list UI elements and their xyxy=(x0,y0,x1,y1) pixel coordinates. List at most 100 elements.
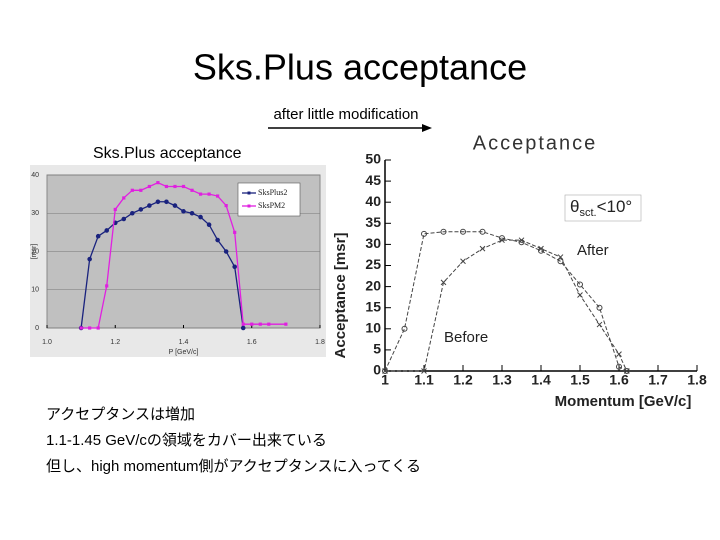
marker xyxy=(241,322,245,326)
marker xyxy=(623,368,630,374)
marker xyxy=(440,228,447,235)
marker xyxy=(206,222,212,228)
left-caption: Sks.Plus acceptance xyxy=(93,145,242,162)
x-tick-label: 1.1 xyxy=(414,372,434,388)
x-tick-label: 1.2 xyxy=(453,372,473,388)
marker xyxy=(207,192,211,196)
y-axis-label: Acceptance [msr] xyxy=(332,233,349,359)
y-tick-label: 40 xyxy=(31,172,39,179)
marker xyxy=(104,228,110,233)
x-tick-label: 1.7 xyxy=(648,372,668,388)
marker xyxy=(267,322,271,326)
x-tick-label: 1.6 xyxy=(609,372,629,388)
y-tick-label: 20 xyxy=(365,277,381,293)
marker xyxy=(95,233,101,239)
chart-title: Acceptance xyxy=(473,132,598,154)
marker xyxy=(557,254,564,260)
x-tick-label: 1.4 xyxy=(179,339,189,346)
marker xyxy=(382,368,388,374)
legend-label: SksPlus2 xyxy=(258,188,287,197)
marker xyxy=(79,326,83,330)
marker xyxy=(155,199,161,205)
marker xyxy=(499,237,505,244)
marker xyxy=(440,279,447,286)
marker xyxy=(258,322,262,326)
marker xyxy=(172,203,178,208)
slide-title: Sks.Plus acceptance xyxy=(193,47,527,88)
marker xyxy=(250,322,254,326)
annotation: θsct.<10° xyxy=(570,197,632,218)
marker xyxy=(147,184,151,189)
marker xyxy=(233,230,237,234)
y-tick-label: 45 xyxy=(365,172,381,188)
marker xyxy=(421,230,427,237)
marker xyxy=(156,181,160,185)
marker xyxy=(557,258,564,265)
marker xyxy=(240,325,246,331)
y-tick-label: 40 xyxy=(365,193,381,209)
marker xyxy=(596,304,603,311)
marker xyxy=(139,188,143,192)
y-tick-label: 15 xyxy=(365,298,381,314)
x-tick-label: 1.8 xyxy=(315,339,325,346)
x-tick-label: 1.3 xyxy=(492,372,512,388)
marker xyxy=(284,322,288,326)
y-tick-label: 30 xyxy=(365,235,381,251)
marker xyxy=(198,214,203,220)
y-tick-label: 25 xyxy=(365,256,381,272)
marker xyxy=(460,228,466,235)
series-line xyxy=(385,239,628,372)
marker xyxy=(479,245,486,252)
marker xyxy=(421,368,427,374)
marker xyxy=(181,184,186,189)
legend xyxy=(237,182,301,217)
marker xyxy=(596,321,603,328)
x-tick-label: 1.2 xyxy=(110,339,120,346)
marker xyxy=(538,245,544,252)
marker xyxy=(460,258,466,265)
y-tick-label: 0 xyxy=(35,325,39,332)
marker xyxy=(87,256,92,262)
arrow-head xyxy=(422,124,432,132)
y-tick-label: 50 xyxy=(365,151,381,167)
marker xyxy=(181,209,186,214)
legend-label: SksPM2 xyxy=(258,201,285,210)
y-axis-label: [msr] xyxy=(31,244,38,260)
marker xyxy=(216,194,220,198)
marker xyxy=(616,363,622,370)
y-tick-label: 10 xyxy=(31,287,39,294)
marker xyxy=(113,207,117,212)
annotation-part: sct. xyxy=(579,207,596,219)
x-axis-label: P [GeV/c] xyxy=(169,349,199,356)
marker xyxy=(616,351,622,357)
y-tick-label: 20 xyxy=(31,248,39,255)
marker xyxy=(232,264,237,270)
arrow-note: after little modification xyxy=(273,106,418,123)
marker xyxy=(401,325,408,332)
note: アクセプタンスは増加 xyxy=(46,406,195,423)
annotation: After xyxy=(577,242,609,259)
x-tick-label: 1.4 xyxy=(531,372,551,388)
x-axis-label: Momentum [GeV/c] xyxy=(555,393,692,410)
marker xyxy=(223,249,229,254)
marker xyxy=(189,210,195,216)
x-tick-label: 1.8 xyxy=(687,372,707,388)
marker xyxy=(130,210,135,216)
annotation-box xyxy=(564,194,642,222)
marker xyxy=(224,204,228,208)
marker xyxy=(130,188,134,192)
annotation-part: θ xyxy=(570,197,579,216)
marker xyxy=(479,228,486,235)
marker xyxy=(173,184,177,189)
x-tick-label: 1.0 xyxy=(42,339,52,346)
x-tick-label: 1.5 xyxy=(570,372,590,388)
note: 1.1-1.45 GeV/cの領域をカバー出来ている xyxy=(46,432,327,449)
marker xyxy=(105,284,109,288)
annotation: Before xyxy=(444,329,488,346)
legend-marker xyxy=(247,204,251,208)
y-tick-label: 35 xyxy=(365,214,381,230)
marker xyxy=(164,199,169,205)
x-tick-label: 1 xyxy=(381,372,389,388)
marker xyxy=(215,237,220,243)
